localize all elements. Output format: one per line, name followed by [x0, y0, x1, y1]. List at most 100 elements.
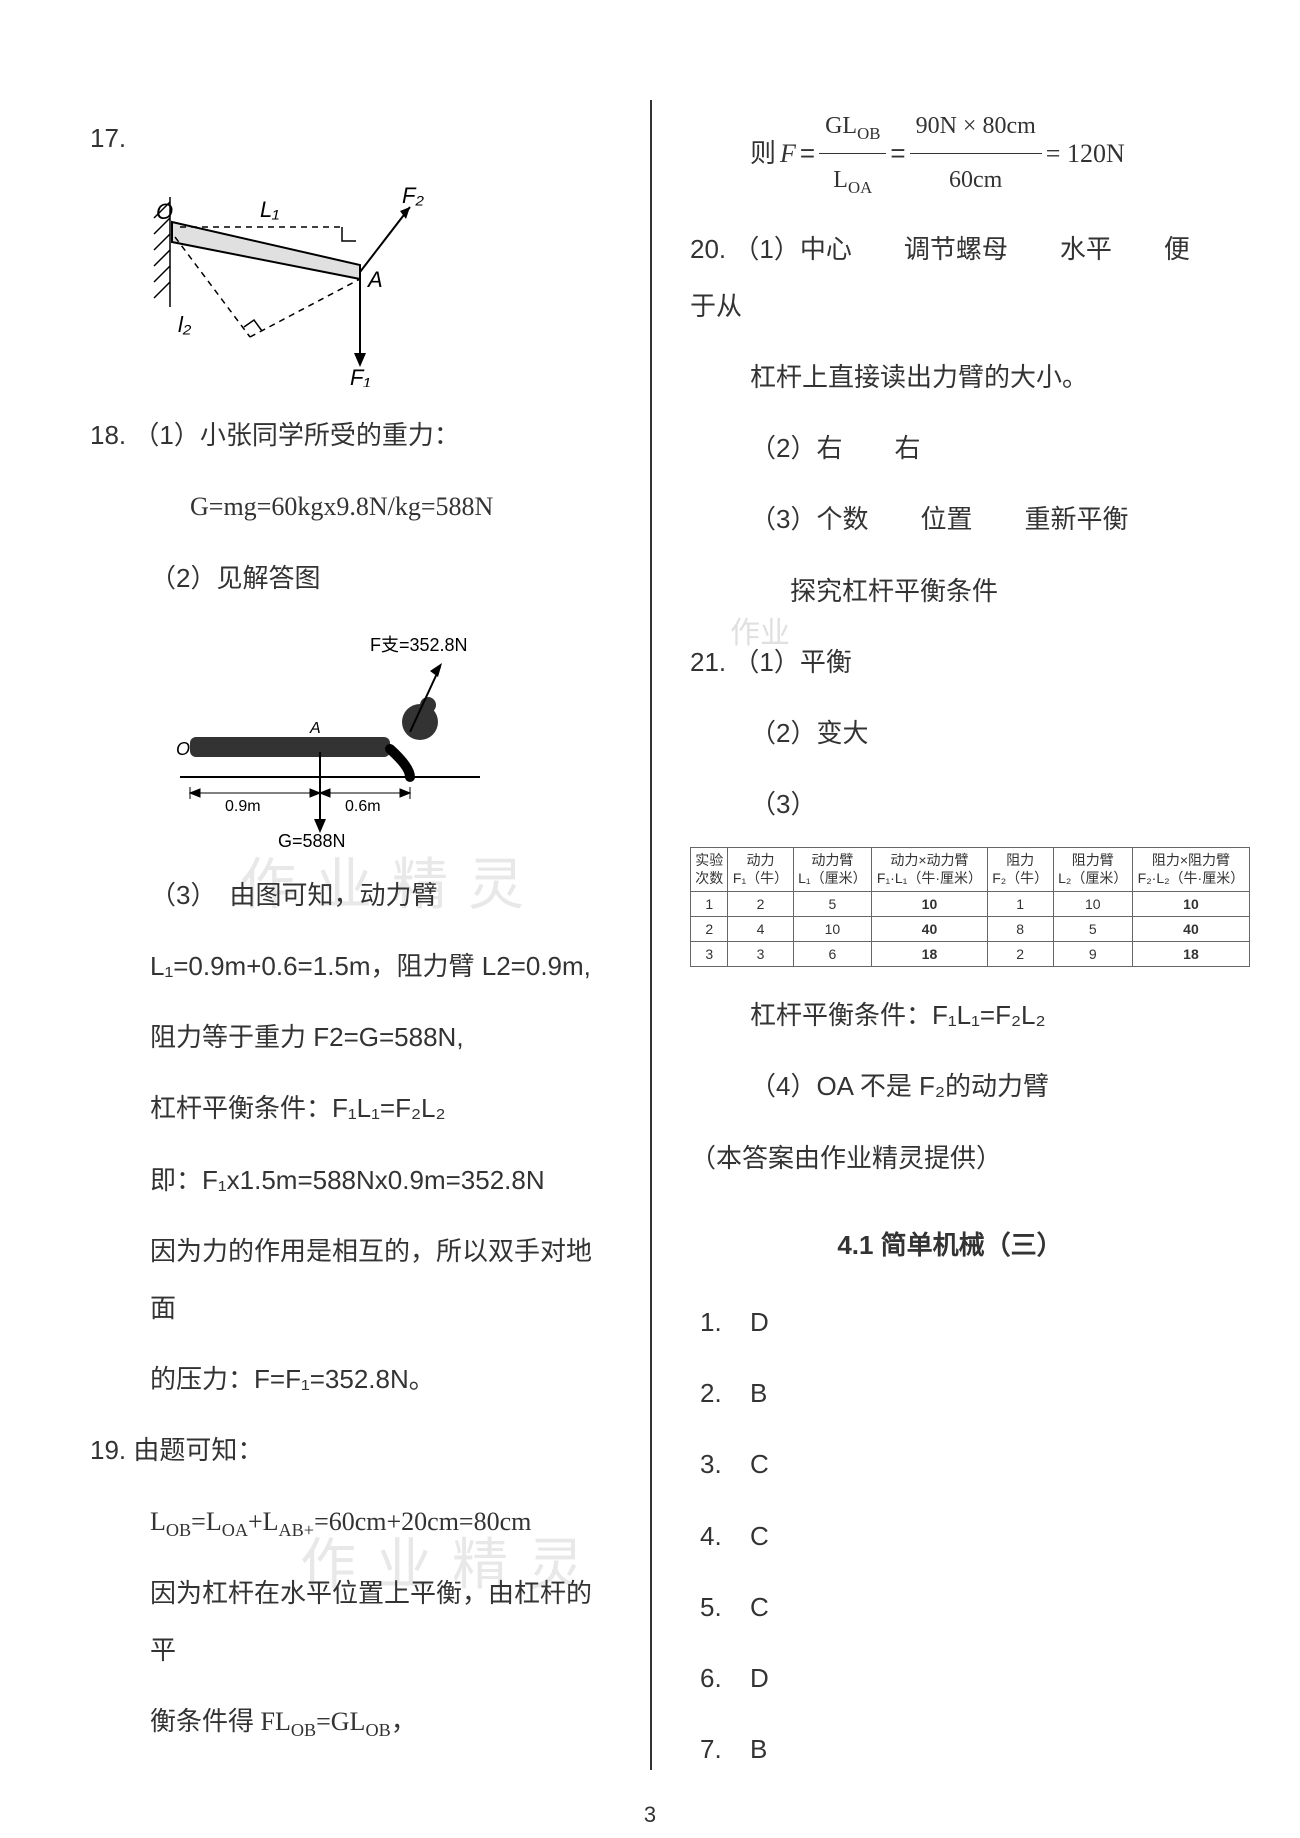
table-cell: 18	[1132, 942, 1249, 967]
table-cell: 9	[1053, 942, 1132, 967]
table-cell: 1	[691, 891, 728, 916]
q21-p3: （3）	[690, 776, 1210, 833]
svg-text:O: O	[176, 739, 190, 759]
list-item: 3.C	[690, 1436, 1210, 1493]
q18-p3-l4: 即：F₁x1.5m=588Nx0.9m=352.8N	[90, 1152, 610, 1209]
q19-l2: 因为杠杆在水平位置上平衡，由杠杆的平	[90, 1565, 610, 1679]
table-cell: 40	[1132, 916, 1249, 941]
table-cell: 5	[793, 891, 872, 916]
answer-number: 7.	[700, 1721, 750, 1778]
frac-2: 90N × 80cm 60cm	[910, 100, 1042, 207]
table-header: 动力F₁（牛）	[728, 848, 793, 891]
answer-number: 4.	[700, 1508, 750, 1565]
q19-result: = 120N	[1046, 125, 1125, 182]
q20-p1b: 杠杆上直接读出力臂的大小。	[690, 349, 1210, 406]
table-cell: 2	[987, 942, 1053, 967]
answer-value: D	[750, 1307, 769, 1337]
right-column: 则 F = GLOB LOA = 90N × 80cm 60cm = 120N …	[650, 100, 1230, 1770]
table-cell: 40	[872, 916, 988, 941]
table-cell: 10	[793, 916, 872, 941]
q19-number: 19. 由题可知：	[90, 1422, 610, 1479]
q21-p4: （4）OA 不是 F₂的动力臂	[690, 1058, 1210, 1115]
q20-p1a: （1）中心 调节螺母 水平 便于从	[690, 234, 1190, 321]
svg-text:0.6m: 0.6m	[345, 798, 381, 815]
figure-18: O 0.9m 0.6m F支=352.8N	[170, 627, 490, 847]
table-cell: 1	[987, 891, 1053, 916]
answer-list: 1.D2.B3.C4.C5.C6.D7.B	[690, 1294, 1210, 1778]
frac-1-den: LOA	[819, 154, 886, 207]
q18-p3-intro: （3） 由图可知，动力臂	[90, 867, 610, 924]
q19-then: 则	[750, 125, 776, 182]
page-number: 3	[644, 1802, 656, 1828]
svg-text:F₁: F₁	[350, 365, 370, 387]
q18-p3-l3: 杠杆平衡条件：F₁L₁=F₂L₂	[90, 1080, 610, 1137]
q19-F: F	[780, 125, 796, 182]
section-title: 4.1 简单机械（三）	[690, 1217, 1210, 1274]
list-item: 6.D	[690, 1650, 1210, 1707]
table-header: 动力×动力臂F₁·L₁（牛·厘米）	[872, 848, 988, 891]
q18-number: 18.	[90, 420, 126, 450]
frac-1: GLOB LOA	[819, 100, 886, 207]
table-cell: 6	[793, 942, 872, 967]
q19-l3: 衡条件得 FLOB=GLOB，	[90, 1693, 610, 1750]
answer-value: C	[750, 1592, 769, 1622]
q18-p1-label: （1）小张同学所受的重力：	[133, 420, 459, 450]
table-cell: 2	[691, 916, 728, 941]
q20: 20. （1）中心 调节螺母 水平 便于从	[690, 221, 1210, 335]
eq-sign: =	[890, 125, 905, 182]
frac-1-num: GLOB	[819, 100, 886, 154]
q21-cond: 杠杆平衡条件：F₁L₁=F₂L₂	[690, 987, 1210, 1044]
answer-number: 1.	[700, 1294, 750, 1351]
q20-p2: （2）右 右	[690, 420, 1210, 477]
q18-p2: （2）见解答图	[90, 550, 610, 607]
answer-number: 2.	[700, 1365, 750, 1422]
eq-sign: =	[800, 125, 815, 182]
q21-p2: （2）变大	[690, 705, 1210, 762]
table-cell: 3	[728, 942, 793, 967]
list-item: 5.C	[690, 1579, 1210, 1636]
answer-value: B	[750, 1734, 767, 1764]
q18-p3-l2: 阻力等于重力 F2=G=588N,	[90, 1009, 610, 1066]
table-row: 2410408540	[691, 916, 1250, 941]
svg-text:O: O	[156, 199, 173, 224]
column-divider	[650, 100, 652, 1770]
svg-text:0.9m: 0.9m	[225, 798, 261, 815]
table-cell: 5	[1053, 916, 1132, 941]
answer-value: D	[750, 1663, 769, 1693]
table-header: 阻力臂L₂（厘米）	[1053, 848, 1132, 891]
q21-number: 21.	[690, 647, 726, 677]
q19-continuation: 则 F = GLOB LOA = 90N × 80cm 60cm = 120N	[690, 100, 1210, 207]
table-cell: 4	[728, 916, 793, 941]
credit-line: （本答案由作业精灵提供）	[690, 1130, 1210, 1187]
left-column: 17.	[70, 100, 650, 1770]
q18-p3-l5: 因为力的作用是相互的，所以双手对地面	[90, 1223, 610, 1337]
answer-value: B	[750, 1378, 767, 1408]
page-container: 17.	[70, 100, 1230, 1770]
svg-text:F支=352.8N: F支=352.8N	[370, 635, 468, 655]
table-cell: 18	[872, 942, 988, 967]
list-item: 2.B	[690, 1365, 1210, 1422]
figure-17: O L₁ F₂ A F₁ l₂	[150, 187, 430, 387]
list-item: 7.B	[690, 1721, 1210, 1778]
table-header: 阻力×阻力臂F₂·L₂（牛·厘米）	[1132, 848, 1249, 891]
frac-2-den: 60cm	[910, 154, 1042, 207]
q19-l1: LOB=LOA+LAB+=60cm+20cm=80cm	[90, 1493, 610, 1550]
q18-p3-l1: L₁=0.9m+0.6=1.5m，阻力臂 L2=0.9m,	[90, 938, 610, 995]
q21: 21. （1）平衡	[690, 634, 1210, 691]
table-cell: 2	[728, 891, 793, 916]
list-item: 4.C	[690, 1508, 1210, 1565]
q21-p1: （1）平衡	[733, 647, 851, 677]
svg-text:A: A	[366, 267, 383, 292]
svg-text:A: A	[309, 720, 321, 737]
table-header: 实验次数	[691, 848, 728, 891]
table-cell: 3	[691, 942, 728, 967]
frac-2-num: 90N × 80cm	[910, 100, 1042, 154]
list-item: 1.D	[690, 1294, 1210, 1351]
answer-number: 6.	[700, 1650, 750, 1707]
answer-number: 5.	[700, 1579, 750, 1636]
q21-table: 实验次数动力F₁（牛）动力臂L₁（厘米）动力×动力臂F₁·L₁（牛·厘米）阻力F…	[690, 847, 1250, 967]
answer-value: C	[750, 1449, 769, 1479]
table-row: 336182918	[691, 942, 1250, 967]
answer-number: 3.	[700, 1436, 750, 1493]
q18: 18. （1）小张同学所受的重力：	[90, 407, 610, 464]
